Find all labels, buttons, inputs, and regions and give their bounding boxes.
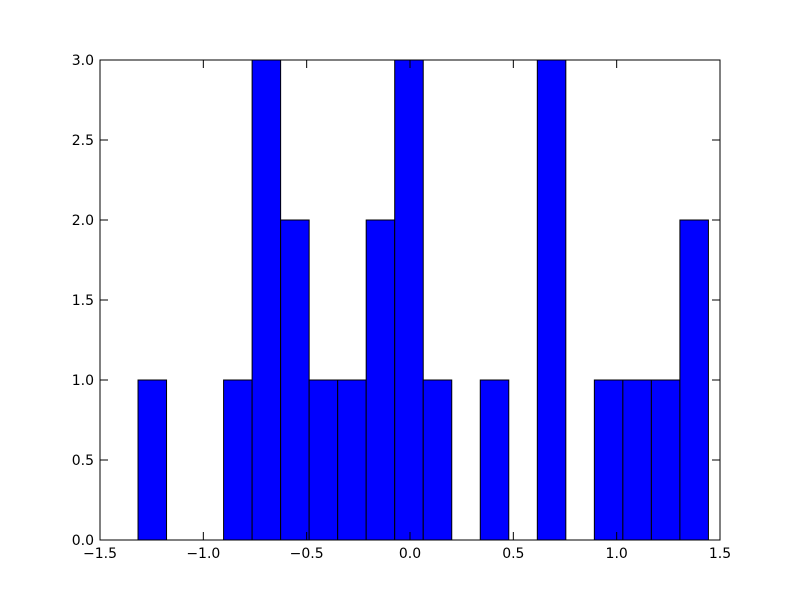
y-tick-label: 2.0 [72, 213, 94, 229]
bar [308, 379, 339, 541]
bar [394, 59, 424, 541]
bar [593, 379, 624, 541]
bar [365, 219, 396, 541]
x-tick-label: −1.5 [83, 546, 117, 562]
y-tick-label: 2.5 [72, 133, 94, 149]
bar [223, 379, 253, 541]
y-tick-label: 1.5 [72, 293, 94, 309]
x-tick-label: −1.0 [186, 546, 220, 562]
bar [251, 59, 282, 541]
bar [422, 379, 453, 541]
y-tick-label: 1.0 [72, 373, 94, 389]
bar [622, 379, 652, 541]
x-tick-label: 1.0 [606, 546, 628, 562]
bar [280, 219, 310, 541]
bar [650, 379, 681, 541]
x-tick-label: 1.5 [709, 546, 731, 562]
bar [137, 379, 168, 541]
bar [479, 379, 510, 541]
y-tick-label: 0.5 [72, 453, 94, 469]
y-tick-label: 3.0 [72, 53, 94, 69]
bar [536, 59, 567, 541]
x-tick-label: 0.5 [502, 546, 524, 562]
bar [337, 379, 367, 541]
bar [679, 219, 709, 541]
y-tick-label: 0.0 [72, 533, 94, 549]
x-tick-label: 0.0 [399, 546, 421, 562]
x-tick-label: −0.5 [290, 546, 324, 562]
